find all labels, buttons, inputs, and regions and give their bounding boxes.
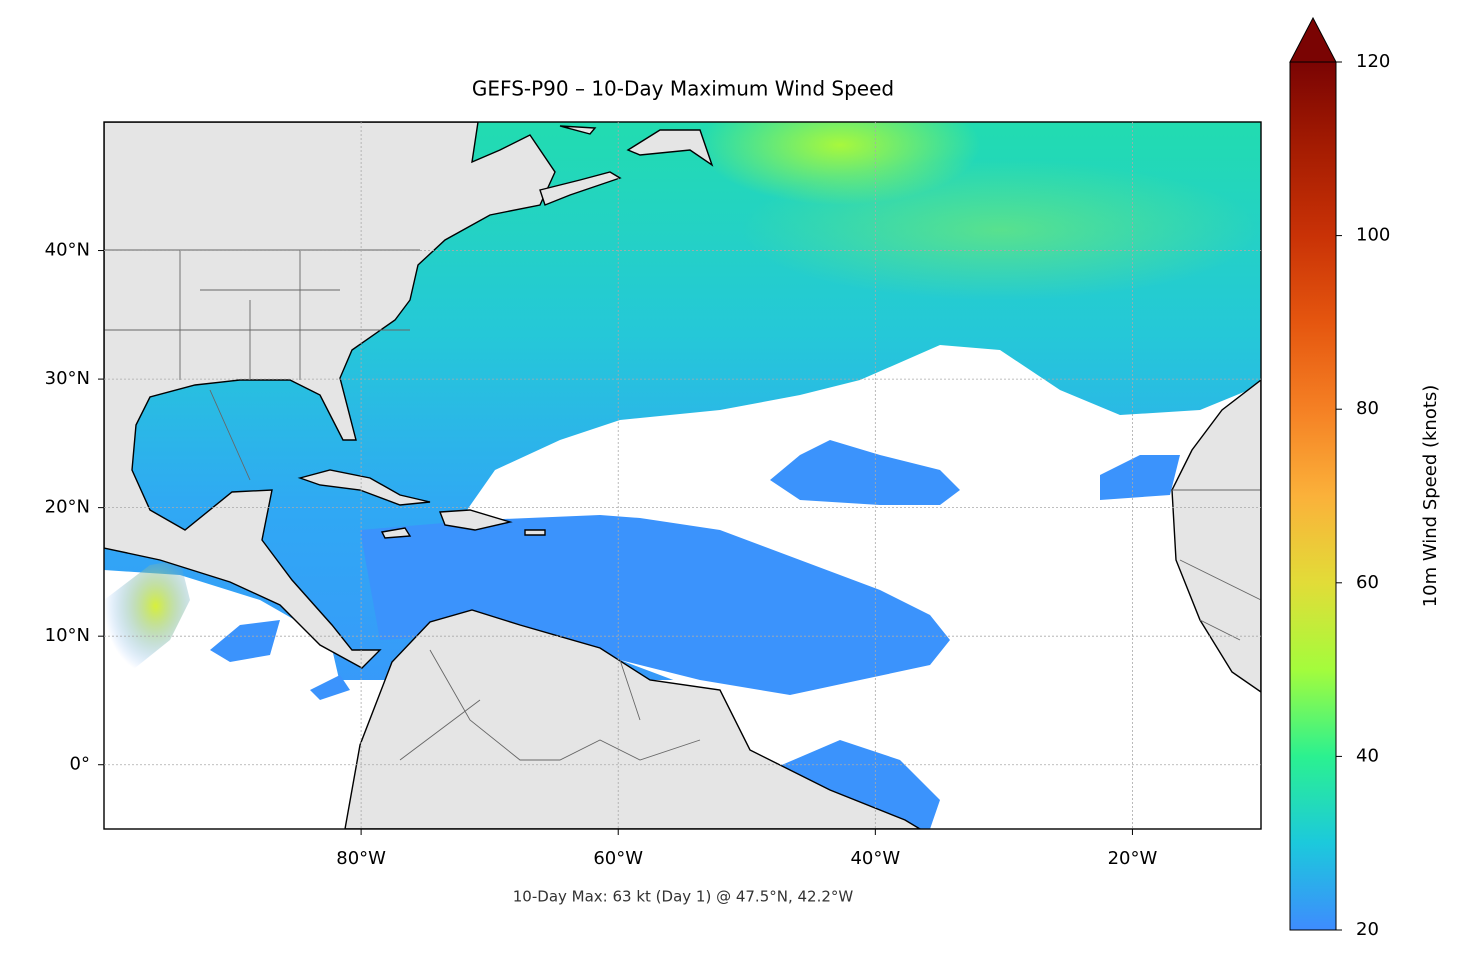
- x-tick-label: 20°W: [1108, 848, 1158, 869]
- map-field: [104, 122, 1261, 829]
- colorbar-tick-label: 20: [1356, 919, 1379, 940]
- x-tick-label: 60°W: [593, 848, 643, 869]
- colorbar-extend: [1289, 16, 1337, 63]
- y-tick-label: 40°N: [45, 240, 90, 261]
- y-tick-label: 10°N: [45, 625, 90, 646]
- plot-frame: [103, 121, 1262, 830]
- x-tick-label: 40°W: [850, 848, 900, 869]
- colorbar-tick-label: 100: [1356, 225, 1390, 246]
- colorbar-tick-label: 80: [1356, 398, 1379, 419]
- chart-title: GEFS-P90 – 10-Day Maximum Wind Speed: [472, 77, 894, 101]
- colorbar: [1289, 61, 1337, 931]
- y-tick-label: 20°N: [45, 497, 90, 518]
- annotation: 10-Day Max: 63 kt (Day 1) @ 47.5°N, 42.2…: [513, 888, 854, 906]
- colorbar-label: 10m Wind Speed (knots): [1420, 385, 1441, 608]
- colorbar-tick-label: 60: [1356, 572, 1379, 593]
- y-tick-label: 0°: [70, 754, 90, 775]
- colorbar-tick-label: 40: [1356, 745, 1379, 766]
- colorbar-tick-label: 120: [1356, 51, 1390, 72]
- y-tick-label: 30°N: [45, 368, 90, 389]
- x-tick-label: 80°W: [336, 848, 386, 869]
